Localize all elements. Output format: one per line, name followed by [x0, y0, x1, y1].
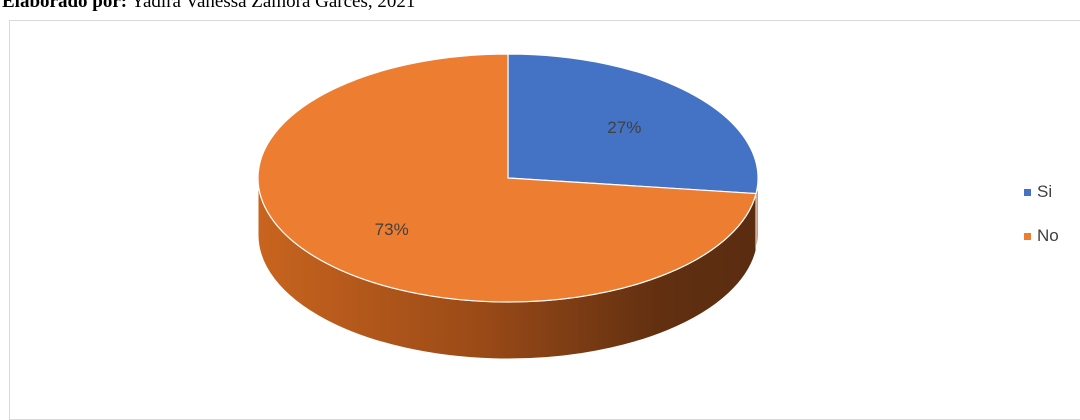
pie-slice-si [507, 53, 759, 195]
caption-label: Elaborado por: [2, 0, 128, 12]
legend-item-no: No [1024, 226, 1059, 246]
legend-item-si: Si [1024, 182, 1059, 202]
legend-swatch-si [1024, 188, 1031, 196]
chart-caption: Elaborado por: Yadira Vanessa Zamora Gar… [2, 0, 415, 13]
data-label-si: 27% [607, 118, 641, 137]
data-label-no: 73% [375, 220, 409, 239]
pie-slice-no [257, 53, 757, 303]
legend-label-no: No [1037, 226, 1059, 245]
legend-label-si: Si [1037, 182, 1053, 201]
legend-swatch-no [1024, 232, 1031, 240]
caption-text: Yadira Vanessa Zamora Garcés, 2021 [131, 0, 416, 12]
legend: Si No [1024, 182, 1059, 270]
